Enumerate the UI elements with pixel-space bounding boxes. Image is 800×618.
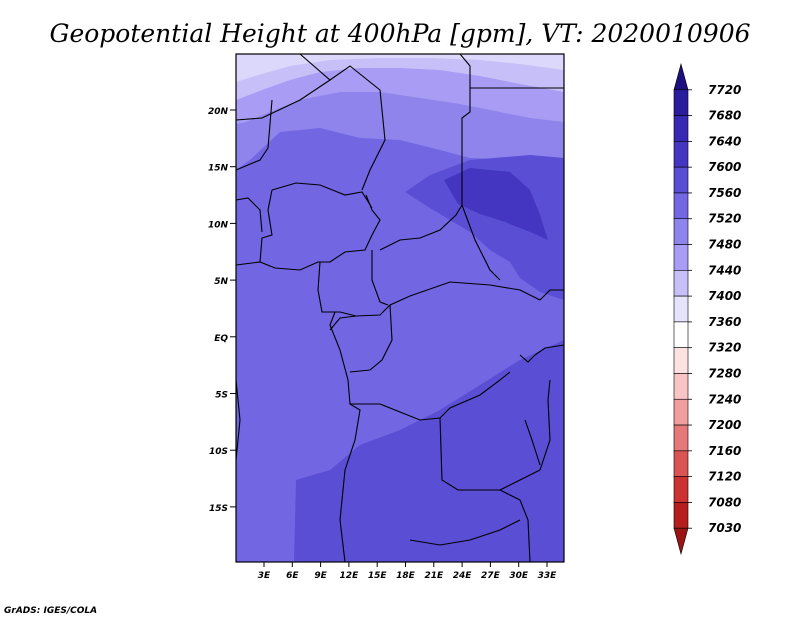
- colorbar-label: 7560: [708, 186, 741, 200]
- colorbar-segment: [673, 166, 689, 194]
- contour-fill-7440: [236, 54, 564, 100]
- colorbar-label: 7720: [708, 83, 741, 97]
- colorbar-label: 7280: [708, 366, 741, 380]
- colorbar-label: 7240: [708, 392, 741, 406]
- lon-label: 24E: [453, 571, 473, 581]
- colorbar-label: 7520: [708, 212, 741, 226]
- lon-label: 3E: [258, 571, 271, 581]
- colorbar-segment: [673, 502, 689, 529]
- lon-label: 12E: [340, 571, 360, 581]
- colorbar-segment: [673, 373, 689, 400]
- lon-label: 6E: [286, 571, 299, 581]
- lon-label: 30E: [509, 571, 529, 581]
- map-frame: [235, 53, 565, 563]
- colorbar-arrow-bottom: [673, 527, 689, 556]
- colorbar-segment: [673, 398, 689, 426]
- lat-label: 20N: [208, 107, 229, 117]
- lat-label: 15N: [208, 164, 229, 174]
- lat-label: 10S: [209, 447, 228, 457]
- colorbar-label: 7320: [708, 341, 741, 355]
- lon-label: 9E: [314, 571, 327, 581]
- chart-title: Geopotential Height at 400hPa [gpm], VT:…: [49, 19, 750, 48]
- colorbar-segment: [673, 321, 689, 348]
- longitude-axis: 3E 6E 9E 12E 15E 18E 21E 24E 27E 30E 33E: [258, 562, 557, 581]
- colorbar-arrow-top: [673, 62, 689, 91]
- lat-label: EQ: [214, 334, 228, 344]
- colorbar-label: 7400: [708, 289, 741, 303]
- colorbar-segment: [673, 450, 689, 477]
- country-borders: [235, 53, 565, 563]
- colorbar-label: 7030: [708, 521, 741, 535]
- colorbar-segment: [673, 115, 689, 142]
- colorbar-segment: [673, 347, 689, 374]
- colorbar-label: 7600: [708, 160, 741, 174]
- colorbar-segment: [673, 192, 689, 220]
- colorbar-label: 7360: [708, 315, 741, 329]
- colorbar-label: 7120: [708, 470, 741, 484]
- colorbar-segment: [673, 270, 689, 297]
- height-field: [236, 54, 564, 562]
- lon-label: 21E: [424, 571, 444, 581]
- contour-fill-7400: [236, 54, 564, 82]
- latitude-axis: 20N 15N 10N 5N EQ 5S 10S 15S: [208, 107, 236, 514]
- colorbar-label: 7440: [708, 263, 741, 277]
- lon-label: 18E: [396, 571, 416, 581]
- colorbar-label: 7680: [708, 109, 741, 123]
- contour-fill-7600-south: [294, 340, 564, 562]
- colorbar-label: 7200: [708, 418, 741, 432]
- colorbar-label: 7160: [708, 444, 741, 458]
- colorbar-segment: [673, 244, 689, 271]
- colorbar-label: 7640: [708, 134, 741, 148]
- colorbar-segment: [673, 295, 689, 323]
- lat-label: 10N: [208, 220, 229, 230]
- colorbar-label: 7480: [708, 238, 741, 252]
- colorbar: 7720 7680 7640 7600 7560 7520 7480 7440 7400 7360…: [673, 62, 741, 556]
- colorbar-label: 7080: [708, 495, 741, 509]
- contour-fill-7640: [444, 168, 548, 240]
- lon-label: 27E: [481, 571, 501, 581]
- lat-label: 5N: [214, 277, 228, 287]
- colorbar-segment: [673, 218, 689, 245]
- lat-label: 15S: [209, 504, 228, 514]
- lat-label: 5S: [215, 391, 228, 401]
- grads-credit: GrADS: IGES/COLA: [4, 606, 97, 616]
- lon-label: 33E: [538, 571, 558, 581]
- colorbar-segment: [673, 141, 689, 168]
- colorbar-segment: [673, 476, 689, 503]
- colorbar-segment: [673, 424, 689, 452]
- lon-label: 15E: [368, 571, 388, 581]
- map-panel: 20N 15N 10N 5N EQ 5S 10S 15S 3E 6E 9E 12E 15E 18E 21E…: [208, 53, 565, 581]
- colorbar-segment: [673, 89, 689, 116]
